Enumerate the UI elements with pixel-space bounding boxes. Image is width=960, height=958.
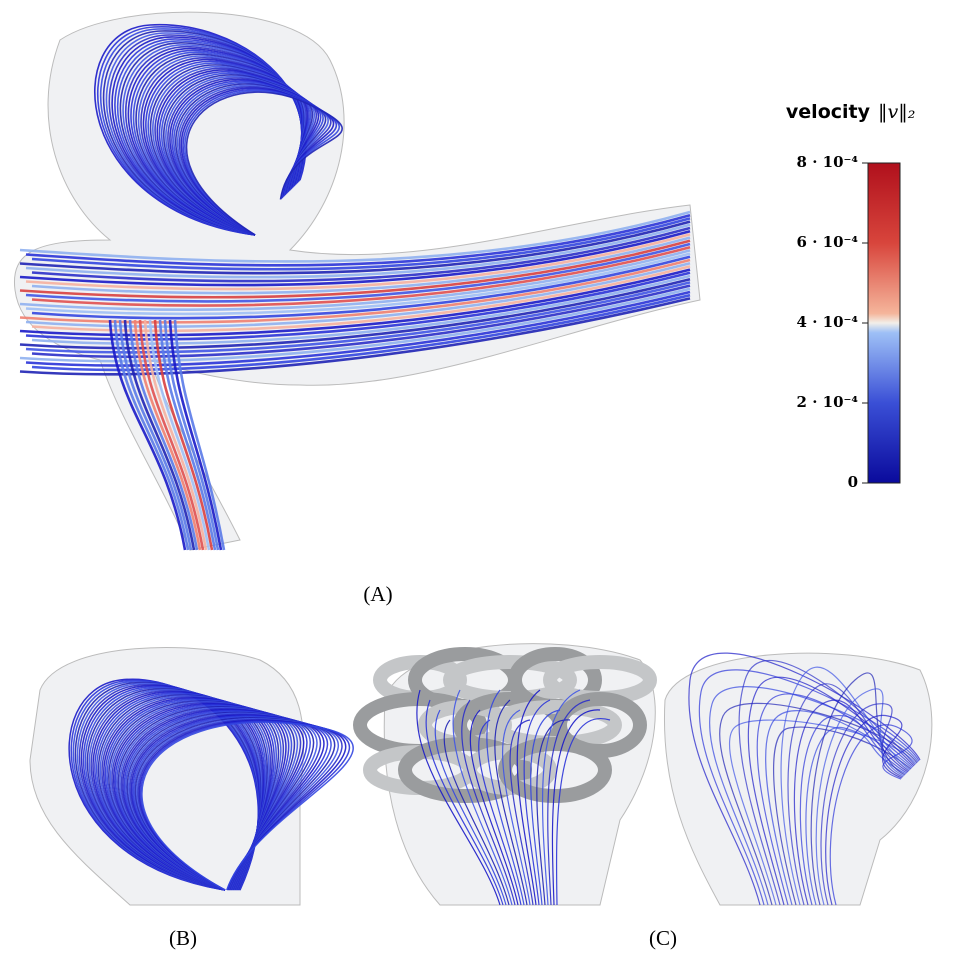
tick-label: 2 · 10⁻⁴ — [797, 393, 859, 411]
vessel-surface — [664, 653, 931, 905]
colorbar-symbol: ‖v‖₂ — [878, 101, 915, 123]
panel-label: (A) — [363, 582, 392, 606]
tick-label: 8 · 10⁻⁴ — [797, 153, 859, 171]
colorbar-title: velocity — [786, 101, 871, 123]
figure: (A) (B) (C) velocity ‖v‖₂ 0 2 · 10⁻⁴ 4 · 1… — [0, 0, 960, 958]
tick-label: 0 — [848, 473, 858, 491]
panel-label: (C) — [649, 926, 677, 950]
panel-a-render — [14, 12, 700, 550]
panel-label: (B) — [169, 926, 197, 950]
tick-label: 6 · 10⁻⁴ — [797, 233, 859, 251]
panel-b-render — [30, 648, 353, 905]
tick-label: 4 · 10⁻⁴ — [797, 313, 859, 331]
panel-c-render — [360, 644, 932, 905]
colorbar — [868, 163, 900, 483]
